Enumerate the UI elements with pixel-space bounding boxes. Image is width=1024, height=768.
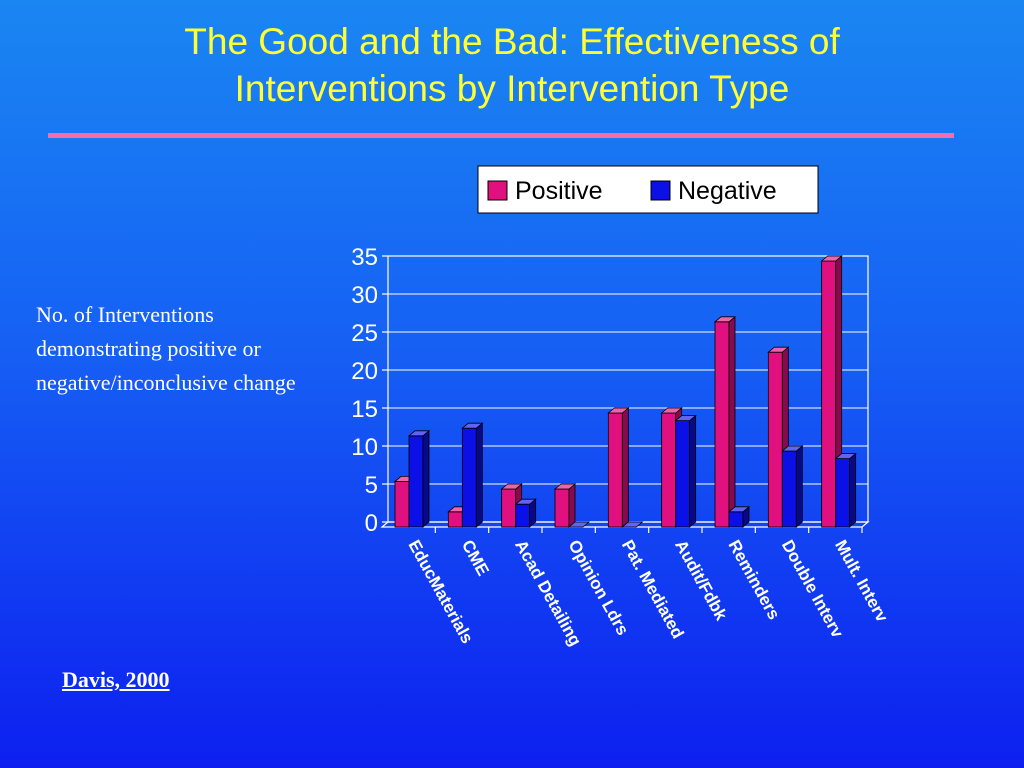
slide-title-line-2: Interventions by Intervention Type: [234, 68, 790, 109]
y-tick-label: 35: [351, 244, 378, 271]
slide-title: The Good and the Bad: Effectiveness of I…: [0, 18, 1024, 112]
bar-positive: [553, 483, 577, 528]
bar-negative: [514, 498, 537, 528]
x-category-label: CME: [458, 537, 493, 579]
y-tick-label: 10: [351, 434, 378, 461]
x-category-label: Audit/Fdbk: [671, 537, 731, 624]
bar-negative: [727, 505, 751, 528]
axis-description-note: No. of Interventions demonstrating posit…: [36, 302, 296, 395]
bar-negative: [461, 422, 484, 528]
y-tick-label: 0: [365, 510, 378, 537]
bar-negative: [567, 521, 591, 528]
legend-swatch-positive: [487, 180, 508, 201]
legend-label-negative: Negative: [678, 177, 777, 205]
x-category-label: Reminders: [725, 537, 784, 623]
bar-positive: [607, 407, 630, 528]
y-tick-label: 15: [351, 396, 378, 423]
bar-negative: [674, 414, 697, 528]
y-tick-label: 20: [351, 358, 378, 385]
y-tick-label: 25: [351, 320, 378, 347]
legend-swatch-negative: [650, 180, 671, 201]
slide-title-line-1: The Good and the Bad: Effectiveness of: [184, 21, 840, 62]
y-tick-label: 5: [365, 472, 378, 499]
chart-legend: Positive Negative: [477, 165, 819, 214]
source-citation-link[interactable]: Davis, 2000: [62, 667, 170, 692]
bar-negative: [781, 445, 804, 528]
legend-label-positive: Positive: [515, 177, 603, 205]
bar-positive: [713, 315, 737, 528]
bar-negative: [621, 521, 644, 528]
legend-box: [477, 165, 819, 214]
title-divider: [48, 133, 954, 138]
x-category-label: Mult. Interv: [831, 537, 892, 626]
bar-negative: [407, 429, 431, 528]
y-tick-label: 30: [351, 282, 378, 309]
bar-negative: [834, 452, 857, 528]
